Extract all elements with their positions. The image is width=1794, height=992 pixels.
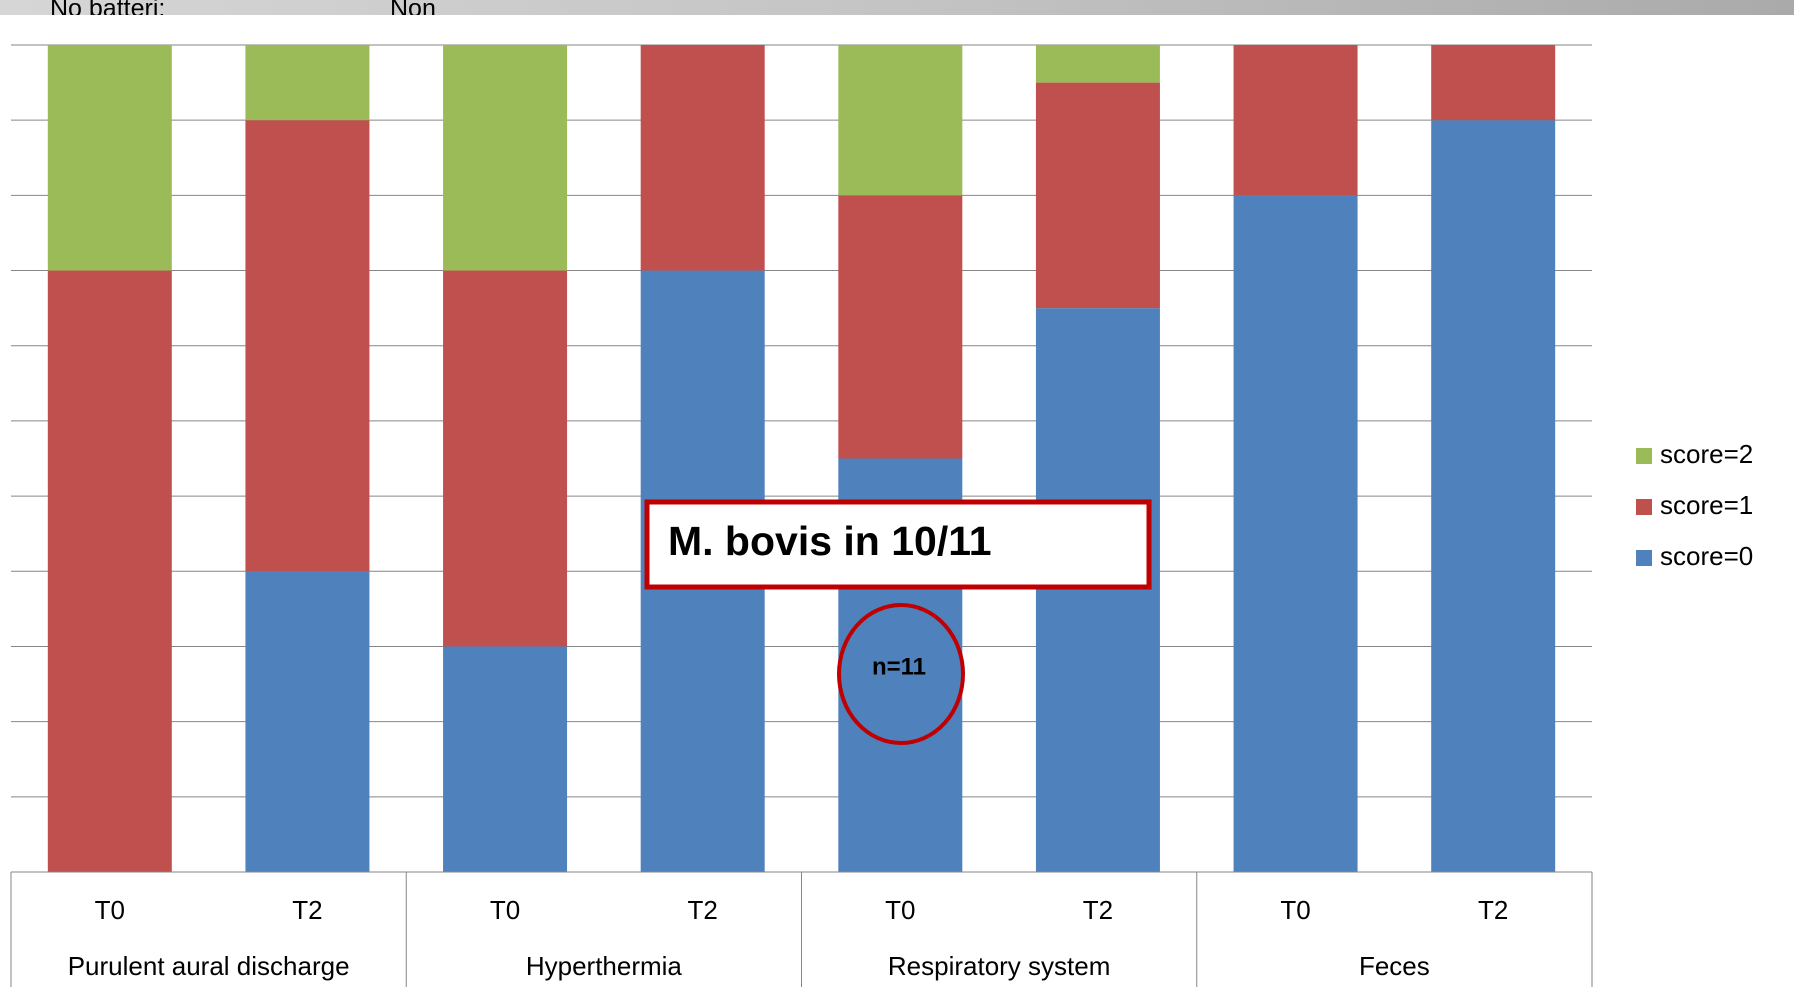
bar-segment [47,270,172,873]
header-mask [0,15,1794,45]
bar-segment [1233,195,1358,872]
x-tick-label: T0 [1280,895,1310,925]
group-label: Feces [1359,951,1430,981]
legend-label: score=1 [1660,490,1753,520]
bar-segment [443,45,568,271]
bar-segment [443,646,568,872]
bar-segment [1035,45,1160,83]
annotation-box [644,499,1152,590]
bar-segment [245,120,370,572]
group-label: Purulent aural discharge [68,951,350,981]
bar-segment [640,45,765,271]
bar-segment [838,195,963,459]
header-band [0,0,1794,15]
bar-segment [838,45,963,196]
bar-segment [443,270,568,647]
group-label: Respiratory system [888,951,1111,981]
legend-swatch [1636,448,1652,464]
legend-swatch [1636,499,1652,515]
legend-label: score=0 [1660,541,1753,571]
x-tick-label: T2 [292,895,322,925]
bar-segment [1035,82,1160,309]
bar-segment [1431,120,1556,872]
x-tick-label: T2 [1083,895,1113,925]
x-tick-label: T0 [490,895,520,925]
x-tick-label: T0 [95,895,125,925]
x-tick-label: T0 [885,895,915,925]
bar-segment [245,45,370,121]
bar-segment [1233,45,1358,196]
annotation-text: n=11 [872,653,926,680]
x-tick-label: T2 [1478,895,1508,925]
legend-label: score=2 [1660,439,1753,469]
bar-segment [245,571,370,872]
group-label: Hyperthermia [526,951,683,981]
bar-segment [47,45,172,271]
legend-swatch [1636,550,1652,566]
annotation-text: M. bovis in 10/11 [668,518,992,564]
annotation-circle [837,603,965,745]
x-tick-label: T2 [688,895,718,925]
bar-segment [1431,45,1556,121]
bar-segment [1035,308,1160,872]
